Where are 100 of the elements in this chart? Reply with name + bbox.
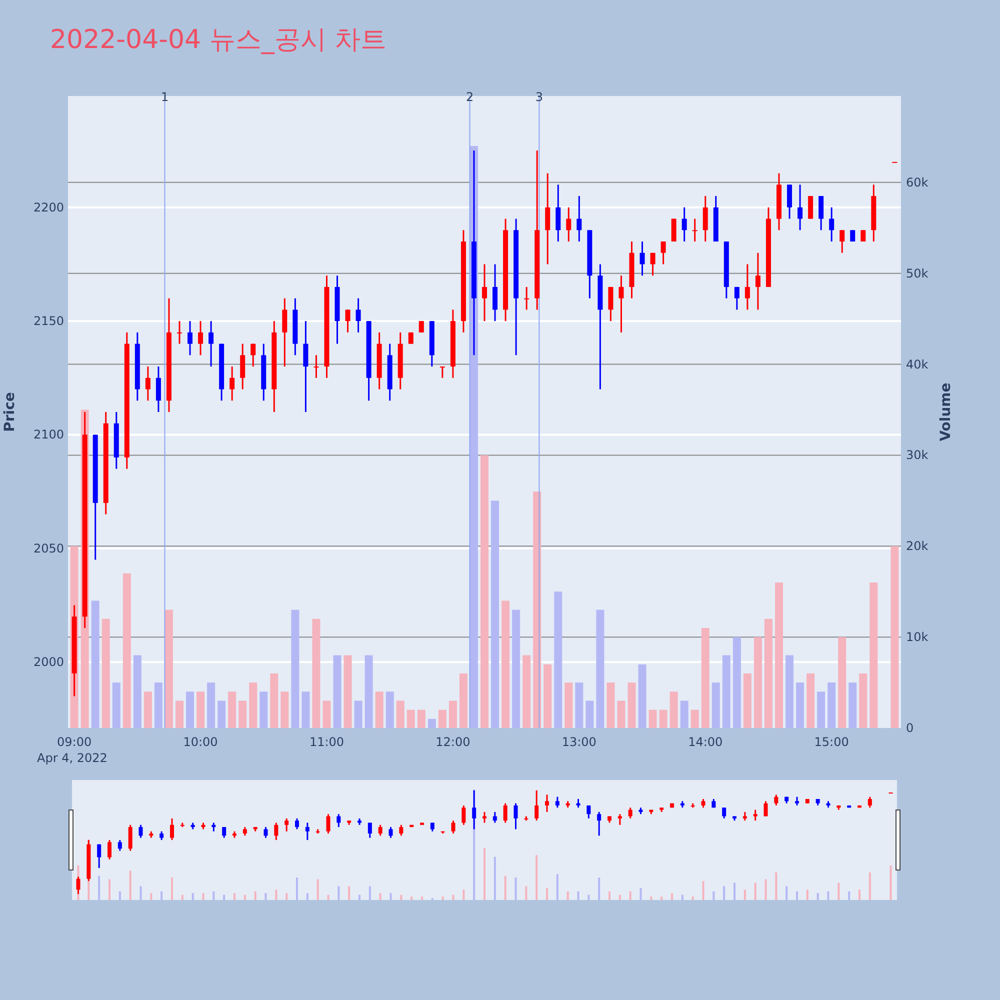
candlestick — [482, 263, 487, 322]
y2-tick-label: 50k — [906, 266, 928, 280]
bar — [701, 628, 710, 728]
bar — [322, 700, 331, 728]
y-axis-title: Price — [2, 392, 18, 432]
candlestick — [556, 184, 561, 242]
bar — [186, 692, 194, 728]
candlestick — [188, 320, 193, 356]
x-tick-label: 10:00 — [183, 735, 218, 749]
candlestick — [545, 172, 550, 265]
y-tick-label: 2000 — [33, 655, 64, 670]
ref-line-label: 3 — [535, 90, 544, 104]
bar — [786, 655, 794, 728]
candlestick — [345, 308, 350, 334]
bar — [680, 700, 688, 728]
candlestick — [314, 354, 319, 379]
candlestick — [230, 366, 235, 402]
bar — [112, 682, 120, 728]
bar — [596, 610, 604, 728]
x-tick-label: 14:00 — [688, 735, 723, 749]
bar — [249, 682, 258, 728]
bar — [386, 692, 394, 728]
candlestick — [755, 252, 760, 310]
x-tick-label: 09:00 — [57, 735, 92, 749]
candlestick — [702, 195, 708, 242]
bar — [806, 673, 815, 728]
bar — [712, 682, 720, 728]
y2-tick-label: 20k — [906, 539, 928, 554]
bar — [690, 710, 699, 728]
candlestick — [524, 286, 530, 310]
candlestick — [282, 298, 288, 368]
bar — [133, 655, 142, 728]
candlestick — [208, 320, 214, 368]
bar — [554, 592, 562, 728]
bar — [628, 682, 636, 728]
candlestick — [156, 366, 161, 413]
bar — [522, 655, 531, 728]
candlestick — [566, 206, 572, 242]
bar — [270, 673, 278, 728]
bar — [207, 682, 216, 728]
candlestick — [787, 184, 792, 220]
bar — [144, 692, 152, 728]
bar — [838, 637, 846, 728]
bar — [218, 700, 226, 728]
bar — [91, 600, 100, 728]
bar — [743, 673, 752, 728]
bar — [291, 610, 300, 728]
candlestick — [840, 229, 845, 254]
candlestick — [692, 218, 698, 242]
bar — [375, 692, 384, 728]
candlestick — [744, 263, 750, 310]
ref-line-label: 1 — [160, 90, 169, 104]
candlestick — [650, 252, 656, 276]
bar — [260, 692, 268, 728]
candlestick — [303, 320, 308, 413]
y-tick-label: 2100 — [33, 428, 64, 442]
bar — [122, 573, 131, 728]
text: Apr 4, 2022 — [37, 751, 108, 765]
bar — [312, 618, 320, 728]
x-tick-label: 11:00 — [309, 735, 344, 749]
bar — [817, 692, 826, 728]
bar — [428, 718, 436, 728]
candlestick — [660, 240, 666, 265]
candlestick — [576, 195, 582, 242]
bar — [396, 700, 404, 728]
bar — [154, 682, 162, 728]
candlestick — [829, 206, 834, 242]
bar — [512, 610, 520, 728]
y-tick-label: 2150 — [33, 314, 64, 328]
candlestick — [734, 286, 740, 310]
bar — [638, 664, 646, 728]
bar — [164, 610, 173, 728]
bar — [564, 682, 573, 728]
bar — [491, 500, 500, 728]
candlestick — [682, 206, 687, 242]
bar — [659, 710, 668, 728]
bar — [102, 618, 110, 728]
y2-tick-label: 30k — [906, 448, 928, 462]
y-tick-label: 2200 — [33, 200, 64, 214]
bar — [406, 710, 415, 728]
bar — [848, 682, 857, 728]
bar — [575, 682, 584, 728]
bar — [544, 664, 552, 728]
bar — [764, 618, 772, 728]
candlestick — [860, 229, 866, 242]
x-tick-label: 13:00 — [562, 735, 596, 749]
ref-line-label: 2 — [466, 90, 474, 104]
bar — [280, 692, 289, 728]
bar — [175, 700, 184, 728]
candlestick — [198, 320, 204, 356]
x-tick-label: 15:00 — [814, 735, 849, 749]
bar — [586, 700, 594, 728]
y2-axis-title: Volume — [938, 382, 954, 442]
bar — [722, 655, 730, 728]
bar — [438, 710, 446, 728]
candlestick — [608, 286, 614, 322]
y2-tick-label: 0 — [906, 721, 914, 735]
bar — [344, 655, 352, 728]
candlestick — [356, 298, 361, 334]
bar — [302, 692, 310, 728]
